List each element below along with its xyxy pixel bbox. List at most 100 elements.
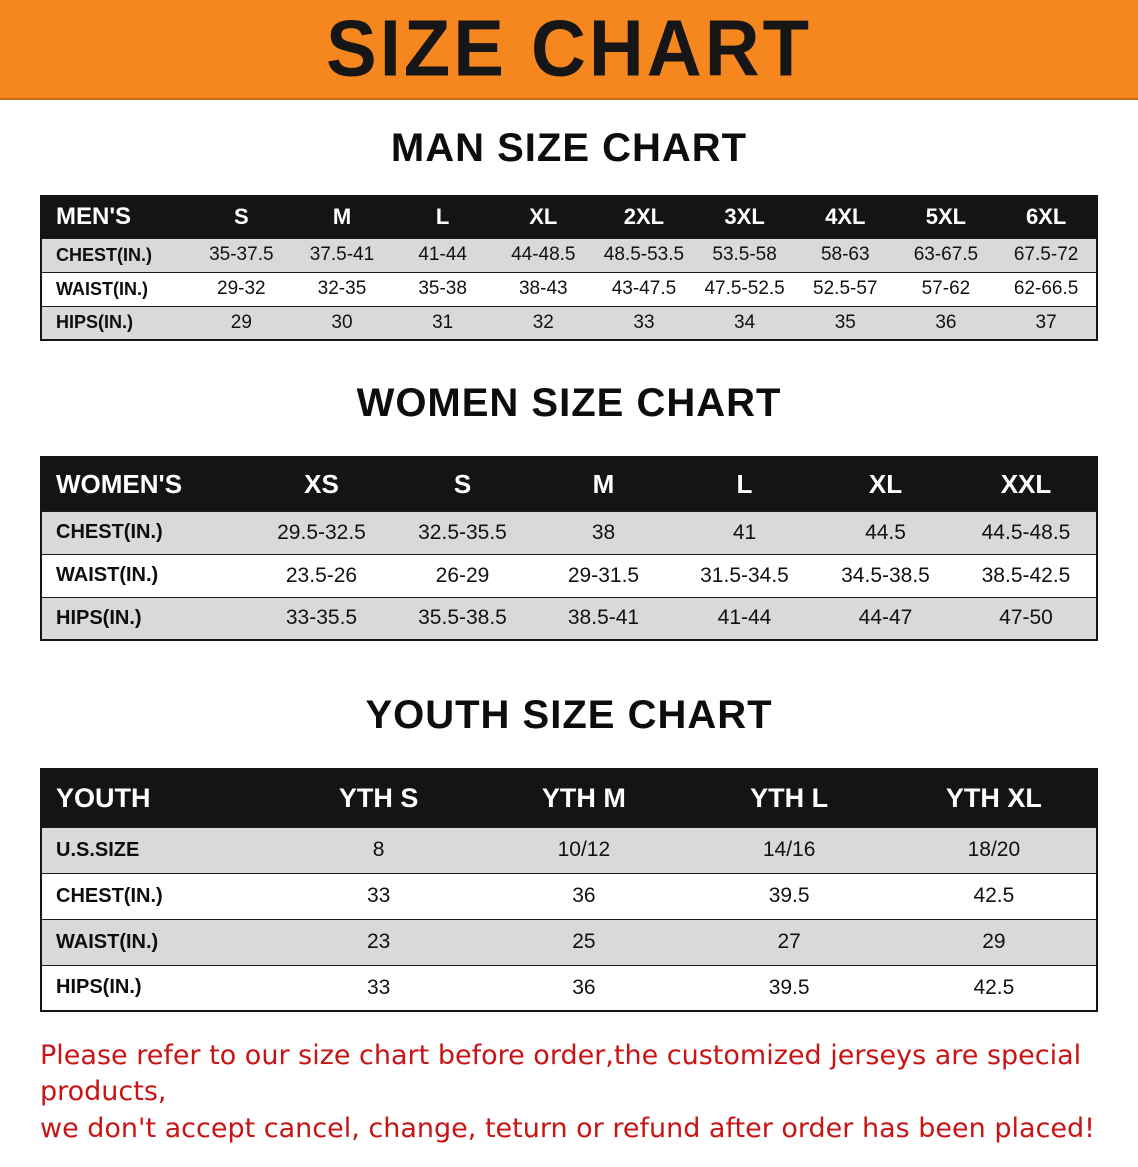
value-cell: 35.5-38.5 [418, 606, 507, 630]
women-size-chart-section: WOMEN SIZE CHART WOMEN'S XS S M L XL XXL CHEST(… [0, 381, 1138, 641]
youth-size-chart-section: YOUTH SIZE CHART YOUTH YTH S YTH M YTH L YTH… [0, 693, 1138, 1012]
youth-size-chart-heading: YOUTH SIZE CHART [365, 693, 773, 737]
disclaimer-line-1: Please refer to our size chart before or… [40, 1040, 1082, 1108]
size-header-cell: XL [492, 196, 594, 238]
table-row: HIPS(IN.) 33 36 39.5 42.5 [41, 965, 1097, 1011]
value-cell: 36 [572, 884, 596, 907]
size-header-cell: XL [815, 457, 956, 511]
row-label-cell: HIPS(IN.) [56, 606, 142, 629]
value-cell: 29 [982, 930, 1006, 953]
row-label-cell: HIPS(IN.) [56, 312, 134, 333]
table-title-cell: MEN'S [41, 196, 191, 238]
size-header-cell: YTH M [481, 769, 687, 827]
size-header-cell: XS [251, 457, 392, 511]
value-cell: 33 [366, 884, 391, 907]
table-header-row: WOMEN'S XS S M L XL XXL [41, 457, 1097, 511]
value-cell: 34 [734, 311, 756, 333]
value-cell: 67.5-72 [1013, 244, 1079, 265]
page-title: SIZE CHART [326, 3, 812, 94]
size-header-cell: YTH L [686, 769, 892, 827]
row-label-cell: CHEST(IN.) [56, 244, 152, 265]
value-cell: 29-32 [217, 278, 266, 299]
size-header-cell: 3XL [694, 196, 795, 238]
size-header-cell: M [533, 457, 674, 511]
value-cell: 47.5-52.5 [704, 278, 785, 299]
table-row: CHEST(IN.) 35-37.5 37.5-41 41-44 44-48.5 48.5… [41, 238, 1097, 272]
value-cell: 58-63 [820, 244, 870, 265]
youth-size-table: YOUTH YTH S YTH M YTH L YTH XL U.S.SIZE 8 10/12… [40, 768, 1098, 1012]
size-header-cell: L [674, 457, 815, 511]
value-cell: 32.5-35.5 [418, 520, 507, 544]
value-cell: 38-43 [518, 278, 568, 299]
value-cell: 35 [834, 311, 856, 333]
size-header-cell: XXL [956, 457, 1097, 511]
value-cell: 38.5-42.5 [981, 563, 1071, 587]
row-label-cell: HIPS(IN.) [56, 976, 142, 999]
table-row: CHEST(IN.) 29.5-32.5 32.5-35.5 38 41 44.5 44.5… [41, 511, 1097, 554]
value-cell: 8 [372, 838, 385, 861]
row-label-cell: WAIST(IN.) [56, 564, 159, 586]
value-cell: 44-48.5 [511, 244, 576, 265]
value-cell: 47-50 [999, 606, 1053, 630]
table-row: HIPS(IN.) 29 30 31 32 33 34 35 36 37 [41, 306, 1097, 340]
disclaimer: Please refer to our size chart before or… [40, 1038, 1098, 1147]
man-size-chart-section: MAN SIZE CHART MEN'S S M L XL 2XL 3XL 4XL 5XL 6XL… [0, 126, 1138, 341]
value-cell: 34.5-38.5 [841, 563, 930, 587]
value-cell: 23.5-26 [285, 563, 358, 587]
size-header-cell: 6XL [996, 196, 1097, 238]
value-cell: 29.5-32.5 [277, 520, 366, 544]
value-cell: 63-67.5 [913, 244, 979, 265]
value-cell: 44-47 [858, 606, 913, 630]
value-cell: 33-35.5 [285, 606, 358, 630]
size-header-cell: YTH XL [891, 769, 1097, 827]
value-cell: 48.5-53.5 [603, 244, 685, 265]
banner: SIZE CHART [0, 0, 1138, 100]
value-cell: 52.5-57 [813, 278, 878, 299]
size-header-cell: S [191, 196, 292, 238]
size-header-cell: S [392, 457, 533, 511]
value-cell: 35-37.5 [209, 244, 274, 265]
value-cell: 33 [366, 975, 391, 999]
value-cell: 36 [572, 975, 596, 999]
value-cell: 41 [732, 520, 757, 544]
value-cell: 39.5 [768, 884, 810, 907]
table-header-row: YOUTH YTH S YTH M YTH L YTH XL [41, 769, 1097, 827]
value-cell: 57-62 [921, 278, 971, 299]
row-label-cell: U.S.SIZE [56, 838, 140, 861]
value-cell: 32-35 [317, 278, 367, 299]
size-header-cell: 4XL [794, 196, 896, 238]
value-cell: 42.5 [973, 975, 1015, 999]
row-label-cell: CHEST(IN.) [56, 521, 163, 543]
value-cell: 10/12 [557, 838, 611, 861]
value-cell: 18/20 [967, 838, 1021, 861]
table-row: WAIST(IN.) 29-32 32-35 35-38 38-43 43-47.5 47.… [41, 272, 1097, 306]
value-cell: 26-29 [435, 563, 490, 587]
value-cell: 44.5 [865, 520, 906, 544]
value-cell: 38 [591, 520, 616, 544]
value-cell: 43-47.5 [611, 278, 677, 299]
table-title-cell: YOUTH [41, 769, 276, 827]
value-cell: 30 [331, 311, 353, 333]
table-row: WAIST(IN.) 23 25 27 29 [41, 919, 1097, 965]
table-header-row: MEN'S S M L XL 2XL 3XL 4XL 5XL 6XL [41, 196, 1097, 238]
women-size-table: WOMEN'S XS S M L XL XXL CHEST(IN.) 29.5-32.5 32.5… [40, 456, 1098, 641]
table-row: U.S.SIZE 8 10/12 14/16 18/20 [41, 827, 1097, 873]
value-cell: 31 [432, 311, 454, 333]
value-cell: 53.5-58 [712, 244, 777, 265]
value-cell: 42.5 [973, 884, 1015, 907]
size-header-cell: 2XL [593, 196, 695, 238]
value-cell: 31.5-34.5 [700, 563, 789, 587]
man-size-chart-heading: MAN SIZE CHART [390, 126, 748, 170]
value-cell: 39.5 [768, 975, 810, 999]
table-row: CHEST(IN.) 33 36 39.5 42.5 [41, 873, 1097, 919]
value-cell: 37.5-41 [309, 244, 375, 265]
row-label-cell: WAIST(IN.) [56, 278, 148, 299]
size-header-cell: M [291, 196, 393, 238]
table-row: WAIST(IN.) 23.5-26 26-29 29-31.5 31.5-34.5 34… [41, 554, 1097, 597]
value-cell: 41-44 [717, 606, 772, 630]
size-header-cell: 5XL [895, 196, 997, 238]
men-size-table: MEN'S S M L XL 2XL 3XL 4XL 5XL 6XL CHEST(IN.) 35-37… [40, 195, 1098, 341]
value-cell: 27 [777, 930, 801, 953]
disclaimer-line-2: we don't accept cancel, change, teturn o… [40, 1112, 1095, 1144]
